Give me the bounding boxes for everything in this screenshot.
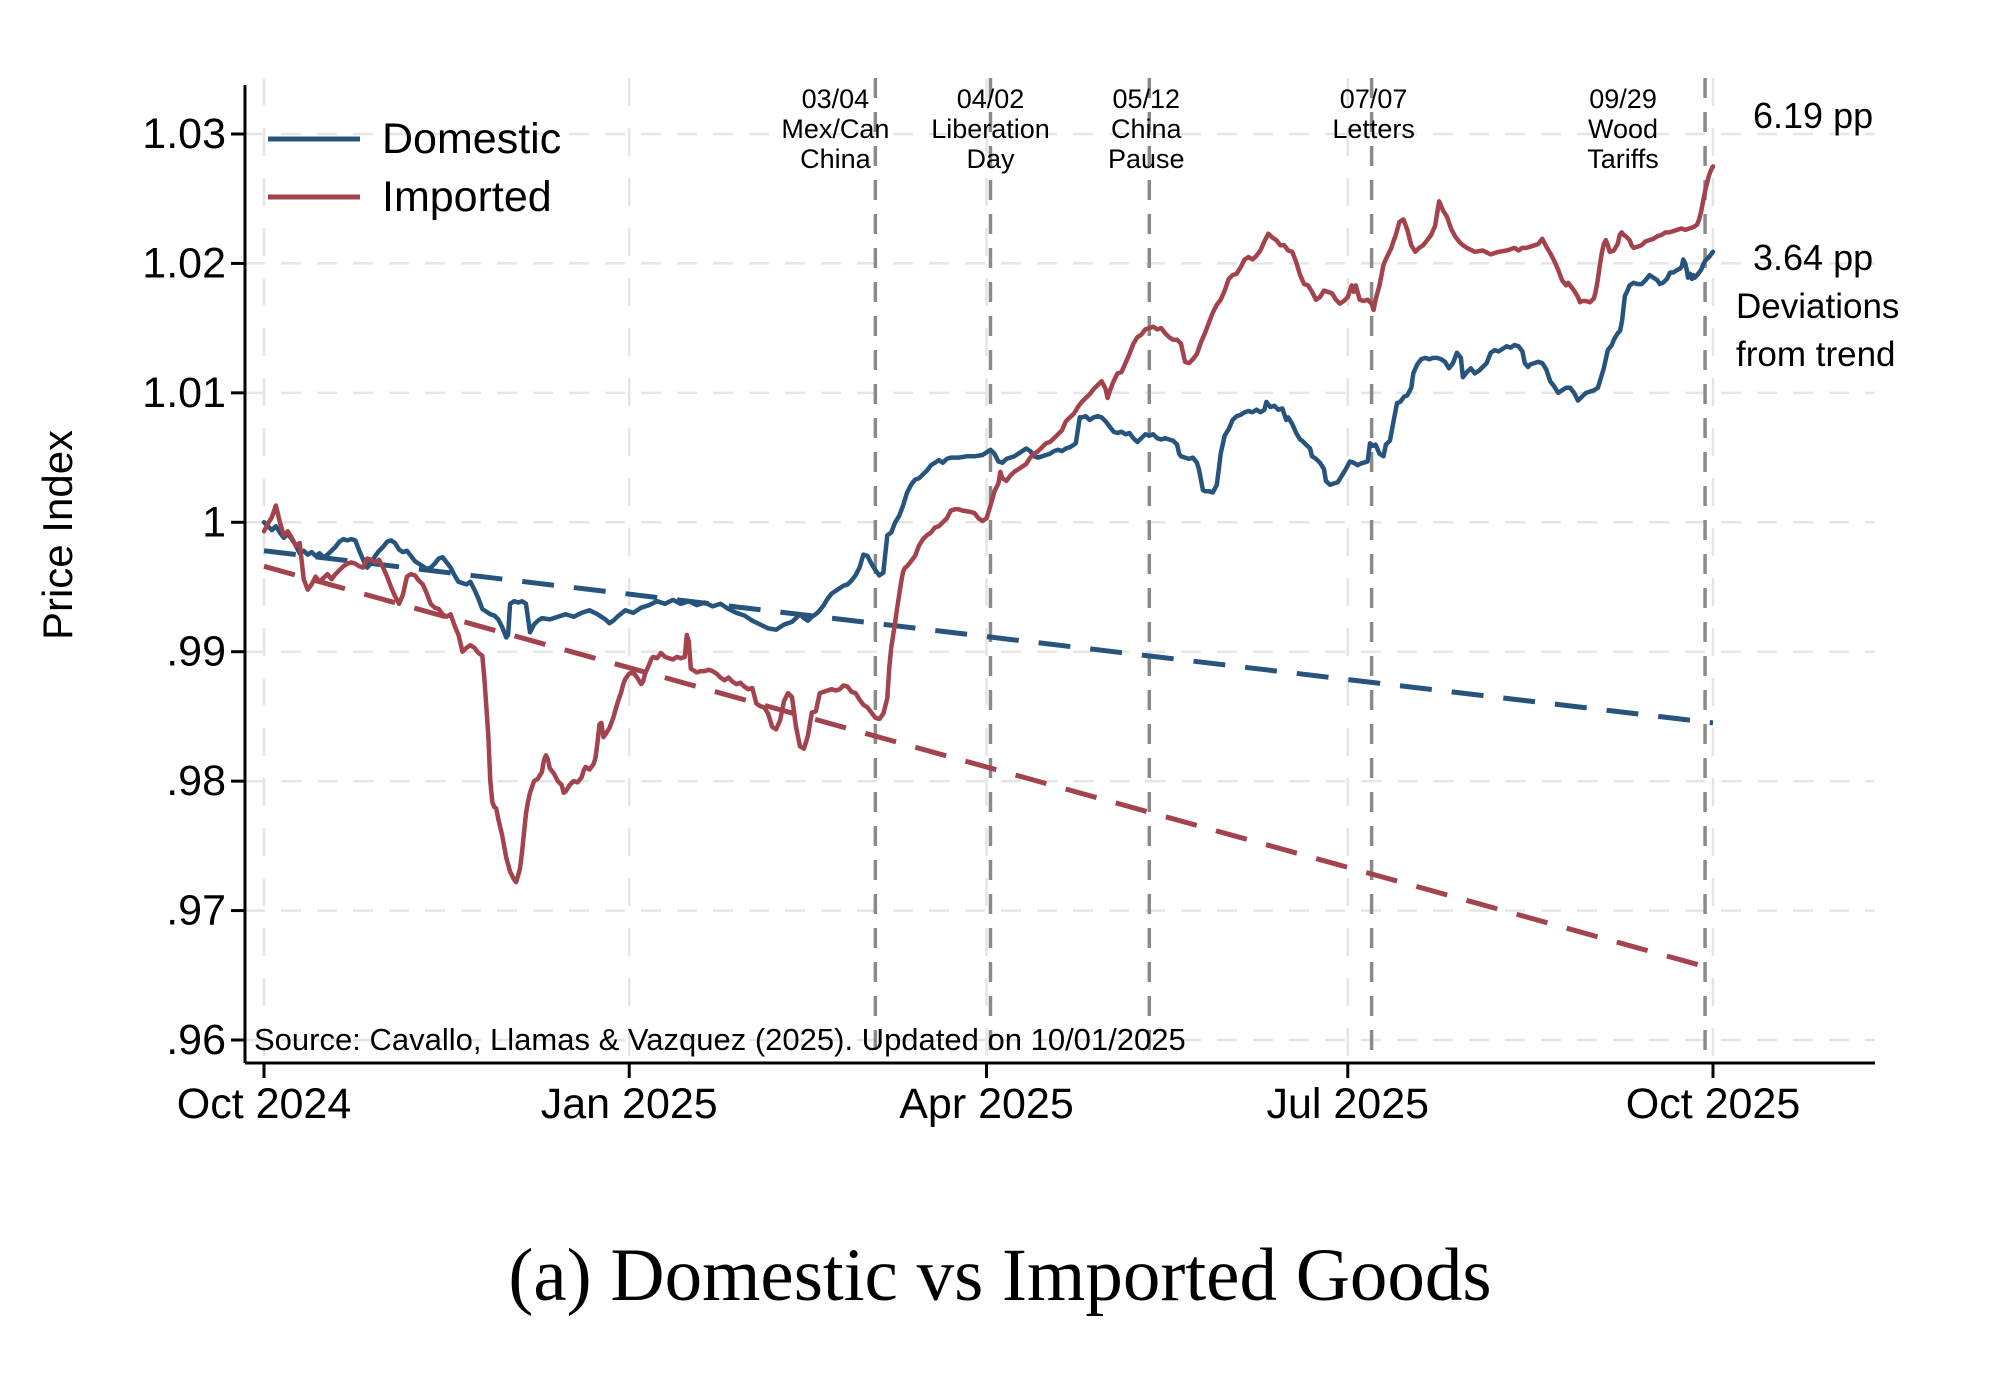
x-tick-label: Jan 2025: [541, 1080, 718, 1128]
y-tick-label: 1: [202, 498, 226, 546]
gridlines: [245, 78, 1875, 1063]
x-tick-label: Oct 2025: [1626, 1080, 1801, 1128]
y-tick-label: .98: [166, 757, 226, 805]
domestic-trend-line: [263, 548, 1714, 726]
event-label-05/12: 05/12 China Pause: [1108, 84, 1185, 174]
source-note: Source: Cavallo, Llamas & Vazquez (2025)…: [254, 1022, 1186, 1057]
tick-labels: .96 .97 .98 .99 1 1.01 1.02 1.03 Oct 2024 Jan 202…: [142, 110, 1800, 1128]
event-label-03/04: 03/04 Mex/Can China: [781, 84, 889, 174]
legend-imported-label: Imported: [382, 173, 552, 221]
figure-caption: (a) Domestic vs Imported Goods: [508, 1234, 1491, 1317]
x-tick-label: Apr 2025: [899, 1080, 1074, 1128]
deviations-note-line1: Deviations: [1736, 287, 1899, 326]
y-tick-label: 1.02: [142, 239, 226, 287]
y-tick-label: 1.01: [142, 369, 226, 417]
imported-deviation-annotation: 6.19 pp: [1753, 95, 1873, 136]
y-axis-title: Price Index: [34, 430, 81, 640]
axes: [231, 85, 1875, 1078]
event-label-04/02: 04/02 Liberation Day: [931, 84, 1050, 174]
deviations-note-line2: from trend: [1736, 335, 1896, 374]
imported-series-line: [261, 164, 1716, 885]
y-tick-label: 1.03: [142, 110, 226, 158]
legend: Domestic Imported: [268, 115, 561, 221]
domestic-series-line: [261, 249, 1716, 640]
imported-trend-line: [263, 563, 1714, 972]
y-tick-label: .99: [166, 628, 226, 676]
event-label-09/29: 09/29 Wood Tariffs: [1587, 84, 1659, 174]
y-tick-label: .97: [166, 887, 226, 935]
legend-domestic-label: Domestic: [382, 115, 561, 163]
x-tick-label: Oct 2024: [177, 1080, 352, 1128]
y-tick-label: .96: [166, 1016, 226, 1064]
domestic-deviation-annotation: 3.64 pp: [1753, 237, 1873, 278]
trend-lines: [263, 548, 1714, 972]
x-tick-label: Jul 2025: [1266, 1080, 1429, 1128]
event-labels: 03/04 Mex/Can China 04/02 Liberation Day 05/12…: [781, 84, 1658, 174]
event-label-07/07: 07/07 Letters: [1332, 84, 1415, 144]
data-series: [261, 164, 1716, 885]
